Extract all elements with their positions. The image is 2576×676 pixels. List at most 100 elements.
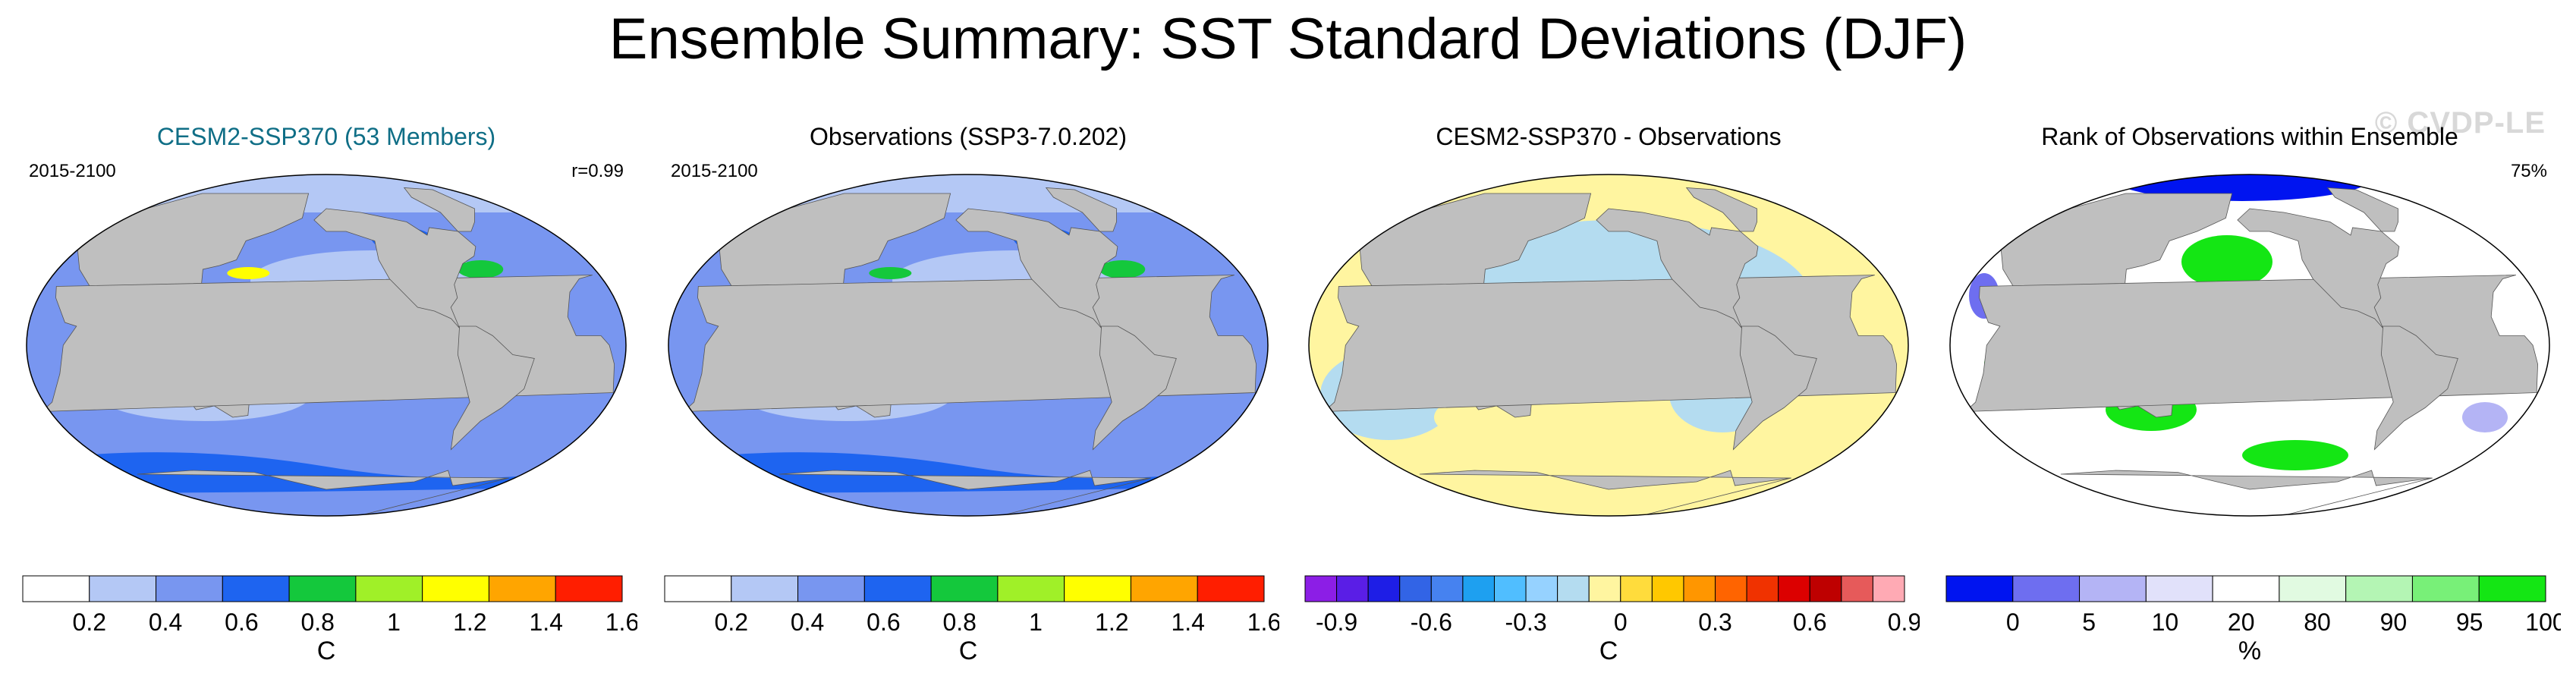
- colorbar-box: [997, 575, 1065, 602]
- kuroshio-extension: [227, 267, 270, 279]
- colorbar-box: [156, 575, 223, 602]
- colorbar-box: [1557, 575, 1590, 602]
- colorbar-box: [1588, 575, 1621, 602]
- colorbar-unit: %: [2238, 637, 2261, 664]
- colorbar-box: [2012, 575, 2081, 602]
- map-field: [27, 175, 626, 516]
- land-antarctica: [1419, 470, 1791, 516]
- colorbar-tick-label: -0.6: [1411, 608, 1452, 636]
- panel-rank: Rank of Observations within Ensemble 75%…: [1939, 106, 2561, 668]
- colorbar-box: [355, 575, 423, 602]
- land-samerica: [1092, 325, 1177, 451]
- colorbar-tick-label: 0.3: [1698, 608, 1731, 636]
- colorbar-box: [288, 575, 357, 602]
- colorbar-tick-label: 0.8: [300, 608, 334, 636]
- southern-ocean-band: [668, 452, 1268, 493]
- land-namerica: [2237, 208, 2400, 329]
- colorbar-tick-label: 0: [1614, 608, 1628, 636]
- colorbar-tick-label: 0.2: [715, 608, 748, 636]
- colorbar-box: [2145, 575, 2213, 602]
- arctic-low-variance: [668, 175, 1268, 212]
- colorbar-box: [1130, 575, 1198, 602]
- land-africa: [1323, 275, 1898, 412]
- colorbar: 0 5 10 20 80 90 95 100%: [1945, 575, 2561, 664]
- colorbar: -0.9 -0.6 -0.3 0 0.3 0.6 0.9 C: [1304, 575, 1920, 664]
- colorbar-box: [863, 575, 932, 602]
- map-border: [1308, 174, 1909, 517]
- land-antarctica: [2060, 470, 2433, 516]
- land-samerica: [2373, 325, 2458, 451]
- colorbar-box: [1683, 575, 1716, 602]
- colorbar-tick-label: 0.4: [149, 608, 182, 636]
- colorbar-box: [1715, 575, 1747, 602]
- colorbar-tick-label: 1.2: [453, 608, 486, 636]
- map-field: [1309, 175, 1908, 516]
- map-border: [1949, 174, 2550, 517]
- land-greenland: [1685, 187, 1757, 232]
- colorbar-box: [1064, 575, 1131, 602]
- colorbar-box: [89, 575, 157, 602]
- colorbar-tick-label: 0.2: [73, 608, 106, 636]
- colorbar-tick-label: 80: [2304, 608, 2331, 636]
- colorbar-box: [22, 575, 90, 602]
- land-namerica: [1596, 208, 1759, 329]
- gulf-stream: [458, 260, 504, 278]
- colorbar-box: [1841, 575, 1873, 602]
- colorbar-box: [1620, 575, 1653, 602]
- colorbar-box: [488, 575, 556, 602]
- colorbar-box: [1746, 575, 1779, 602]
- colorbar-tick-label: -0.3: [1505, 608, 1546, 636]
- land-greenland: [403, 187, 475, 232]
- colorbar: 0.2 0.4 0.6 0.8 1 1.2 1.4 1.6 C: [22, 575, 637, 664]
- colorbar-box: [731, 575, 799, 602]
- colorbar-box: [664, 575, 732, 602]
- colorbar-box: [1809, 575, 1842, 602]
- panel-observations: Observations (SSP3-7.0.202) 2015-2100 0.…: [657, 106, 1279, 668]
- rank-map: [1949, 174, 2550, 517]
- colorbar-box: [2212, 575, 2280, 602]
- colorbar-tick-label: 1.6: [1247, 608, 1279, 636]
- colorbar-box: [930, 575, 999, 602]
- north-pacific-high-rank: [2181, 235, 2272, 288]
- map-field: [1950, 175, 2549, 516]
- colorbar-box: [1430, 575, 1464, 602]
- colorbar-tick-label: 0.6: [867, 608, 900, 636]
- colorbar-tick-label: 0.8: [942, 608, 976, 636]
- colorbar-unit: C: [1599, 637, 1618, 664]
- colorbar-tick-label: 0.4: [791, 608, 824, 636]
- land-namerica: [313, 208, 477, 329]
- colorbar-box: [2079, 575, 2147, 602]
- colorbar-box: [1872, 575, 1905, 602]
- colorbar-tick-label: 0.6: [225, 608, 258, 636]
- colorbar: 0.2 0.4 0.6 0.8 1 1.2 1.4 1.6 C: [664, 575, 1279, 664]
- colorbar-tick-label: 0.6: [1793, 608, 1826, 636]
- colorbar-tick-label: 1.4: [529, 608, 562, 636]
- colorbar-box: [797, 575, 865, 602]
- colorbar-box: [1651, 575, 1684, 602]
- land-antarctica: [778, 470, 1151, 516]
- southern-ocean-band: [27, 452, 626, 493]
- colorbar-tick-label: 1: [1029, 608, 1043, 636]
- colorbar-box: [1367, 575, 1401, 602]
- map-border: [668, 174, 1269, 517]
- colorbar-tick-label: -0.9: [1316, 608, 1357, 636]
- colorbar-tick-label: 5: [2082, 608, 2096, 636]
- colorbar-tick-label: 0: [2006, 608, 2020, 636]
- colorbar-tick-label: 1.6: [605, 608, 637, 636]
- colorbar-box: [2478, 575, 2546, 602]
- panel-summary: 75%: [2510, 161, 2547, 181]
- panel-difference: CESM2-SSP370 - Observations -0.9 -0.6 -0.3…: [1297, 106, 1920, 668]
- colorbar-unit: C: [959, 637, 978, 664]
- colorbar-tick-label: 1.4: [1171, 608, 1204, 636]
- land-africa: [1964, 275, 2539, 412]
- colorbar-box: [1778, 575, 1810, 602]
- sst-map: [26, 174, 627, 517]
- map-field: [668, 175, 1268, 516]
- panel-model: CESM2-SSP370 (53 Members) 2015-2100 r=0.…: [15, 106, 637, 668]
- colorbar-box: [1399, 575, 1432, 602]
- land-greenland: [1045, 187, 1117, 232]
- panel-title: CESM2-SSP370 - Observations: [1436, 123, 1782, 150]
- kuroshio-extension: [869, 267, 912, 279]
- southern-high-rank: [2242, 440, 2348, 470]
- colorbar-box: [222, 575, 290, 602]
